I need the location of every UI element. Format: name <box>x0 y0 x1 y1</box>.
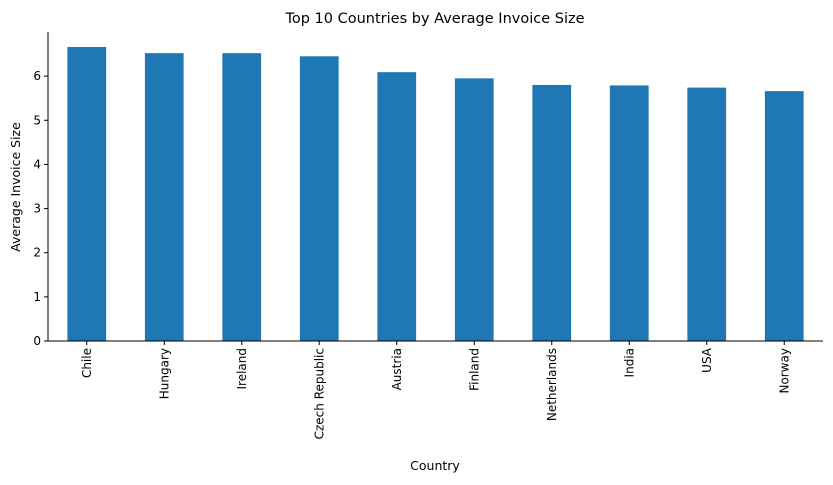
bar <box>454 78 494 341</box>
x-tick-label: Netherlands <box>545 348 559 421</box>
x-tick-label: Finland <box>467 348 481 391</box>
y-tick-label: 0 <box>33 334 41 348</box>
x-tick-label: Czech Republic <box>312 348 326 439</box>
x-axis-ticks: Chile Hungary Ireland Czech Republic Austria… <box>80 341 791 439</box>
bar <box>377 72 417 342</box>
x-tick-label: India <box>622 348 636 377</box>
chart-title: Top 10 Countries by Average Invoice Size <box>284 11 584 27</box>
x-tick-label: Austria <box>390 348 404 390</box>
y-tick-label: 1 <box>33 290 41 304</box>
x-tick-label: Ireland <box>235 348 249 390</box>
y-tick-label: 4 <box>33 157 41 171</box>
bar <box>609 85 649 341</box>
bar <box>222 53 262 341</box>
y-tick-label: 2 <box>33 246 41 260</box>
bar <box>299 56 339 341</box>
bar <box>144 53 184 341</box>
bar <box>67 47 107 341</box>
x-tick-label: Norway <box>777 348 791 394</box>
x-tick-label: Hungary <box>157 348 171 399</box>
x-tick-label: USA <box>700 347 714 373</box>
y-axis-label: Average Invoice Size <box>8 122 23 252</box>
bar <box>532 84 572 341</box>
y-tick-label: 6 <box>33 69 41 83</box>
y-tick-label: 3 <box>33 202 41 216</box>
x-axis-label: Country <box>410 458 460 473</box>
y-axis-ticks: 0 1 2 3 4 5 6 <box>33 69 48 348</box>
x-tick-label: Chile <box>80 348 94 378</box>
y-tick-label: 5 <box>33 113 41 127</box>
bars-group <box>67 47 804 342</box>
bar <box>764 91 804 342</box>
bar <box>687 87 727 342</box>
